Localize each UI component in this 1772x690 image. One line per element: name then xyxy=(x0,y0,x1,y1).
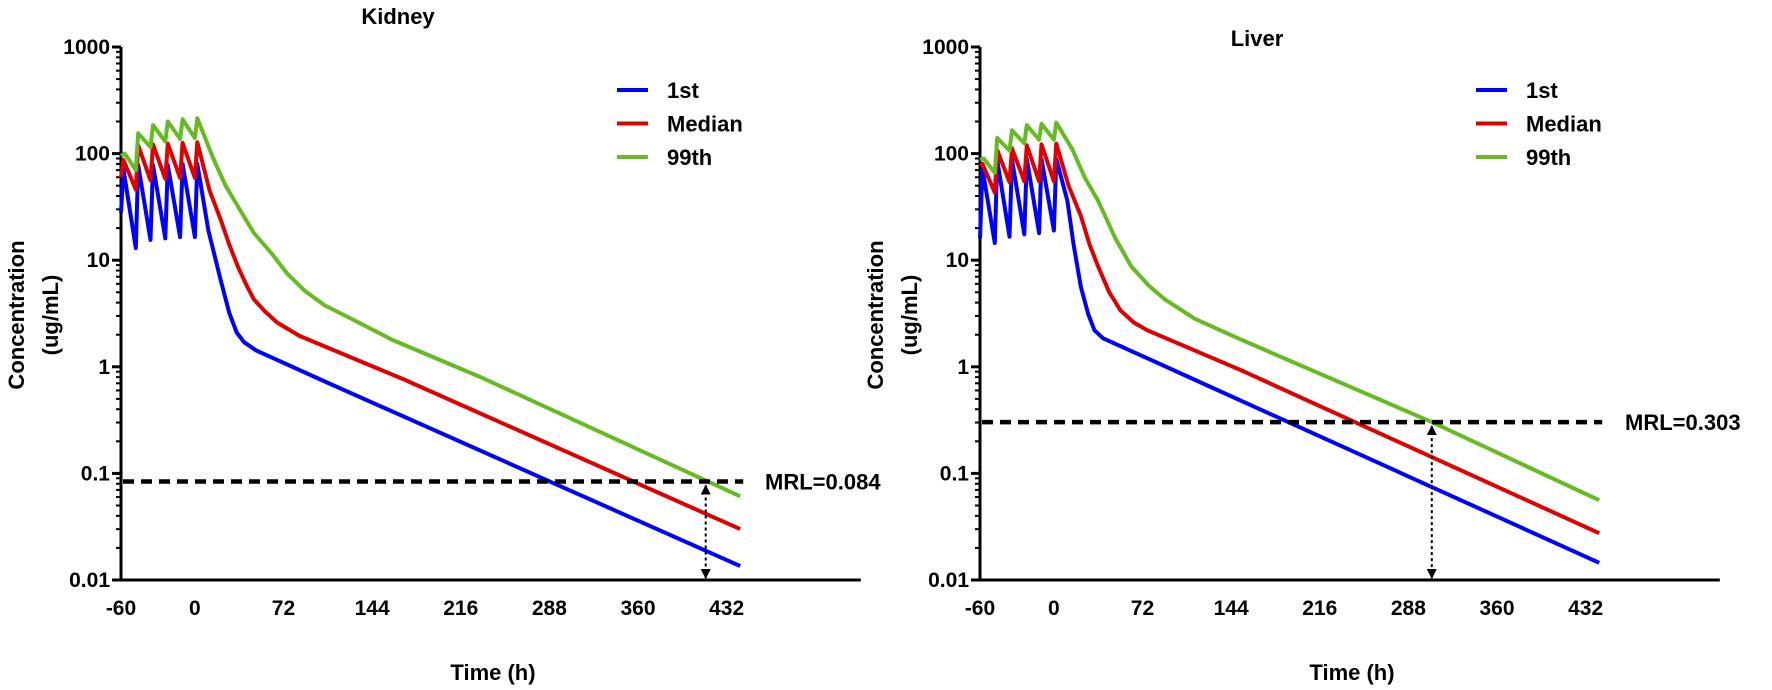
x-tick-label: 72 xyxy=(1131,597,1154,620)
y-tick-label: 1000 xyxy=(63,36,110,59)
y-tick-label: 0.01 xyxy=(928,569,969,592)
legend-label: Median xyxy=(1526,112,1602,137)
y-axis-title-line: Concentration xyxy=(4,240,29,389)
x-tick-label: 72 xyxy=(272,597,295,620)
y-tick-label: 1000 xyxy=(922,36,969,59)
series-line-1st xyxy=(119,161,742,568)
x-axis-title: Time (h) xyxy=(1309,660,1394,685)
series-line-99th xyxy=(979,120,1601,503)
legend-label: 99th xyxy=(1526,145,1571,170)
legend-label: 1st xyxy=(1526,78,1558,103)
y-tick-label: 100 xyxy=(75,143,110,166)
y-tick-label: 10 xyxy=(946,249,969,272)
chart-title: Kidney xyxy=(361,4,435,29)
mrl-label: MRL=0.084 xyxy=(765,469,881,494)
x-tick-label: 288 xyxy=(1391,597,1426,620)
kidney-panel: Kidney Concentration (ug/mL) Time (h) 0.01 0.… xyxy=(4,4,881,685)
series-line-median xyxy=(978,141,1601,536)
legend-label: 1st xyxy=(667,78,699,103)
x-tick-label: 360 xyxy=(620,597,655,620)
x-tick-label: 0 xyxy=(1048,597,1060,620)
y-axis-title-line: (ug/mL) xyxy=(897,275,922,356)
y-axis-title: Concentration (ug/mL) xyxy=(4,240,63,389)
y-axis-title: Concentration (ug/mL) xyxy=(863,240,922,389)
x-tick-label: -60 xyxy=(106,597,136,620)
x-axis-title: Time (h) xyxy=(450,660,535,685)
y-tick-label: 0.1 xyxy=(940,462,970,485)
series-line-median xyxy=(119,140,742,531)
x-tick-label: 216 xyxy=(1302,597,1337,620)
y-tick-label: 0.1 xyxy=(81,462,111,485)
x-tick-label: 216 xyxy=(443,597,478,620)
y-tick-label: 0.01 xyxy=(69,569,110,592)
y-tick-label: 1 xyxy=(957,356,969,379)
legend: 1st Median 99th xyxy=(1476,78,1602,170)
y-axis-title-line: Concentration xyxy=(863,240,888,389)
x-tick-label: 144 xyxy=(355,597,390,620)
x-tick-label: 144 xyxy=(1214,597,1249,620)
y-tick-label: 10 xyxy=(87,249,110,272)
liver-panel: Liver Concentration (ug/mL) Time (h) 0.01 0.1… xyxy=(863,26,1741,685)
y-tick-label: 1 xyxy=(98,356,110,379)
y-tick-label: 100 xyxy=(934,143,969,166)
x-tick-label: 432 xyxy=(709,597,744,620)
mrl-label: MRL=0.303 xyxy=(1625,410,1741,435)
legend: 1st Median 99th xyxy=(617,78,743,170)
x-tick-label: 360 xyxy=(1479,597,1514,620)
x-tick-label: 0 xyxy=(189,597,201,620)
y-axis-title-line: (ug/mL) xyxy=(38,275,63,356)
chart-title: Liver xyxy=(1231,26,1284,51)
x-tick-label: -60 xyxy=(965,597,995,620)
legend-label: 99th xyxy=(667,145,712,170)
x-tick-label: 432 xyxy=(1568,597,1603,620)
x-tick-label: 288 xyxy=(532,597,567,620)
series-line-99th xyxy=(119,116,742,499)
series-line-1st xyxy=(978,157,1601,565)
legend-label: Median xyxy=(667,112,743,137)
